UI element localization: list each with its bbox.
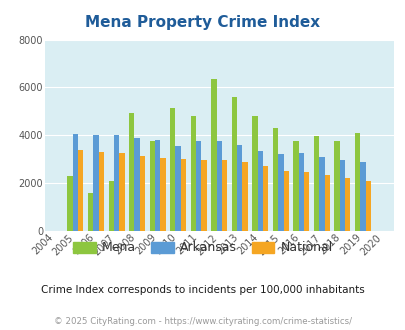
- Bar: [170, 108, 175, 231]
- Bar: [242, 162, 247, 231]
- Bar: [334, 141, 339, 231]
- Bar: [129, 113, 134, 231]
- Bar: [237, 145, 242, 231]
- Bar: [139, 156, 145, 231]
- Bar: [175, 146, 180, 231]
- Bar: [72, 134, 78, 231]
- Bar: [277, 154, 283, 231]
- Bar: [149, 141, 155, 231]
- Bar: [262, 166, 268, 231]
- Bar: [303, 172, 309, 231]
- Bar: [257, 151, 262, 231]
- Text: © 2025 CityRating.com - https://www.cityrating.com/crime-statistics/: © 2025 CityRating.com - https://www.city…: [54, 317, 351, 326]
- Bar: [293, 141, 298, 231]
- Bar: [360, 162, 365, 231]
- Bar: [190, 116, 196, 231]
- Text: Mena Property Crime Index: Mena Property Crime Index: [85, 15, 320, 30]
- Bar: [324, 175, 329, 231]
- Bar: [354, 133, 360, 231]
- Bar: [108, 181, 113, 231]
- Bar: [160, 158, 165, 231]
- Bar: [67, 176, 72, 231]
- Bar: [222, 160, 227, 231]
- Bar: [231, 97, 237, 231]
- Bar: [272, 128, 277, 231]
- Bar: [313, 137, 318, 231]
- Bar: [78, 150, 83, 231]
- Bar: [88, 193, 93, 231]
- Bar: [283, 171, 288, 231]
- Bar: [298, 153, 303, 231]
- Bar: [339, 160, 344, 231]
- Bar: [252, 116, 257, 231]
- Text: Crime Index corresponds to incidents per 100,000 inhabitants: Crime Index corresponds to incidents per…: [41, 285, 364, 295]
- Bar: [93, 135, 98, 231]
- Bar: [216, 141, 222, 231]
- Bar: [180, 159, 186, 231]
- Bar: [318, 157, 324, 231]
- Bar: [98, 152, 104, 231]
- Bar: [201, 160, 206, 231]
- Bar: [211, 79, 216, 231]
- Bar: [155, 140, 160, 231]
- Bar: [134, 138, 139, 231]
- Bar: [113, 135, 119, 231]
- Legend: Mena, Arkansas, National: Mena, Arkansas, National: [68, 236, 337, 259]
- Bar: [196, 141, 201, 231]
- Bar: [344, 178, 350, 231]
- Bar: [365, 181, 370, 231]
- Bar: [119, 153, 124, 231]
